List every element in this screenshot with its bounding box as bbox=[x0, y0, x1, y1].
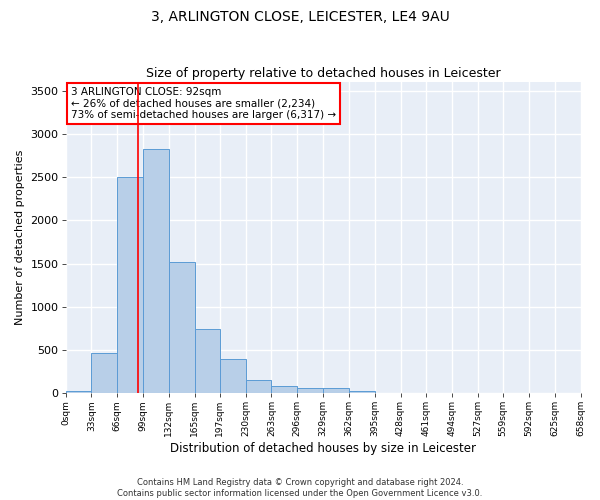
Bar bbox=[195, 329, 220, 393]
Bar bbox=[143, 150, 169, 393]
Bar bbox=[169, 262, 195, 393]
Bar bbox=[65, 390, 91, 393]
Title: Size of property relative to detached houses in Leicester: Size of property relative to detached ho… bbox=[146, 66, 500, 80]
Bar bbox=[323, 388, 349, 393]
Bar bbox=[91, 352, 117, 393]
Bar bbox=[297, 388, 323, 393]
Text: 3, ARLINGTON CLOSE, LEICESTER, LE4 9AU: 3, ARLINGTON CLOSE, LEICESTER, LE4 9AU bbox=[151, 10, 449, 24]
Bar bbox=[117, 177, 143, 393]
Bar bbox=[220, 360, 245, 393]
Text: 3 ARLINGTON CLOSE: 92sqm
← 26% of detached houses are smaller (2,234)
73% of sem: 3 ARLINGTON CLOSE: 92sqm ← 26% of detach… bbox=[71, 86, 336, 120]
Bar bbox=[245, 380, 271, 393]
Bar bbox=[349, 390, 375, 393]
X-axis label: Distribution of detached houses by size in Leicester: Distribution of detached houses by size … bbox=[170, 442, 476, 455]
Y-axis label: Number of detached properties: Number of detached properties bbox=[15, 150, 25, 326]
Text: Contains HM Land Registry data © Crown copyright and database right 2024.
Contai: Contains HM Land Registry data © Crown c… bbox=[118, 478, 482, 498]
Bar bbox=[271, 386, 297, 393]
